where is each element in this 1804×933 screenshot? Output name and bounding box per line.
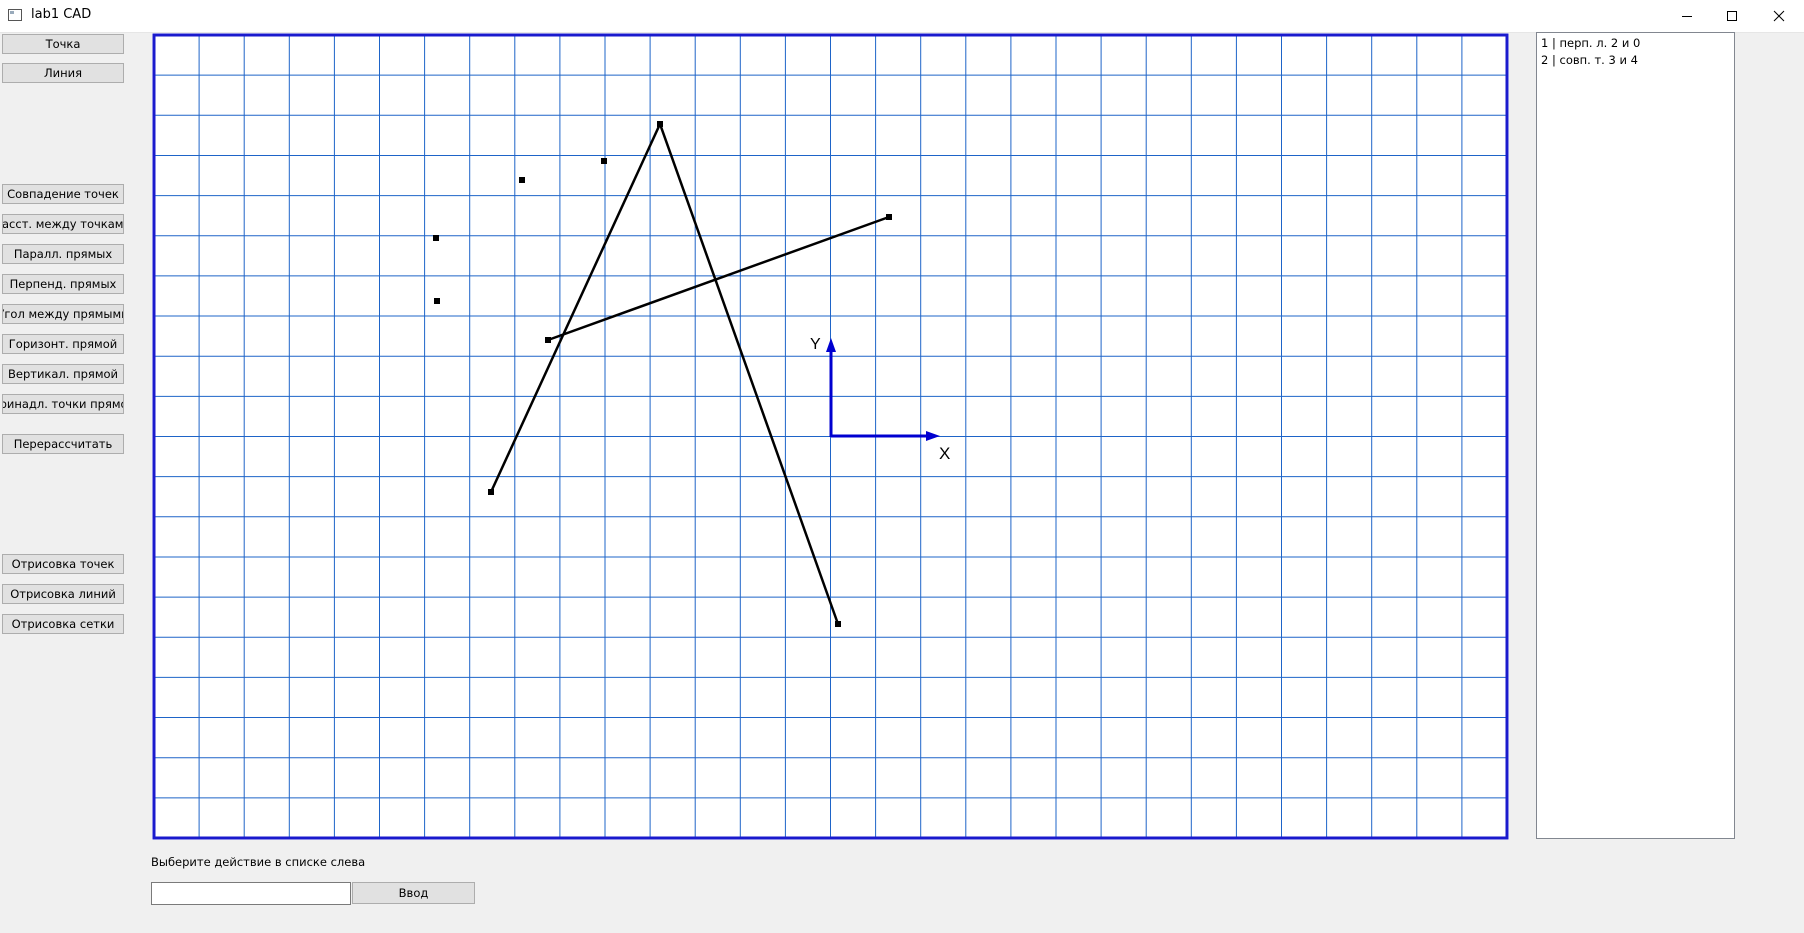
list-item[interactable]: 2 | совп. т. 3 и 4: [1541, 53, 1638, 67]
point-button[interactable]: Точка: [2, 34, 124, 54]
point: [488, 489, 494, 495]
point: [433, 235, 439, 241]
point: [545, 337, 551, 343]
command-input[interactable]: [151, 882, 351, 905]
angle-lines-button[interactable]: Угол между прямыми: [2, 304, 124, 324]
distance-points-button[interactable]: Расст. между точками: [2, 214, 124, 234]
window-title: lab1 CAD: [31, 7, 92, 22]
parallel-lines-button[interactable]: Паралл. прямых: [2, 244, 124, 264]
title-bar: lab1 CAD: [0, 0, 1804, 33]
draw-lines-button[interactable]: Отрисовка линий: [2, 584, 124, 604]
point: [601, 158, 607, 164]
vertical-line-button[interactable]: Вертикал. прямой: [2, 364, 124, 384]
maximize-button[interactable]: [1709, 0, 1755, 32]
point: [835, 621, 841, 627]
canvas-border: [152, 33, 1509, 840]
point: [434, 298, 440, 304]
point-on-line-button[interactable]: Принадл. точки прямой: [2, 394, 124, 414]
line-segment: [547, 215, 890, 342]
close-button[interactable]: [1756, 0, 1802, 32]
point: [657, 121, 663, 127]
line-segment: [658, 123, 840, 625]
enter-button[interactable]: Ввод: [352, 882, 475, 904]
point: [519, 177, 525, 183]
close-icon: [1773, 10, 1785, 22]
y-axis-arrow-icon: [826, 338, 836, 352]
coordinate-axes: X Y: [810, 336, 950, 463]
maximize-icon: [1727, 11, 1737, 21]
recalculate-button[interactable]: Перерассчитать: [2, 434, 124, 454]
list-item[interactable]: 1 | перп. л. 2 и 0: [1541, 36, 1641, 50]
grid: [154, 35, 1507, 838]
line-button[interactable]: Линия: [2, 63, 124, 83]
status-label: Выберите действие в списке слева: [151, 855, 366, 869]
geometry: [433, 121, 892, 627]
draw-grid-button[interactable]: Отрисовка сетки: [2, 614, 124, 634]
x-axis-label: X: [939, 444, 950, 463]
horizontal-line-button[interactable]: Горизонт. прямой: [2, 334, 124, 354]
results-list[interactable]: 1 | перп. л. 2 и 0 2 | совп. т. 3 и 4: [1536, 32, 1735, 839]
minimize-button[interactable]: [1664, 0, 1710, 32]
y-axis-label: Y: [810, 336, 821, 353]
line-segment: [489, 123, 662, 493]
drawing-canvas[interactable]: X Y: [152, 33, 1509, 840]
coincide-points-button[interactable]: Совпадение точек: [2, 184, 124, 204]
draw-points-button[interactable]: Отрисовка точек: [2, 554, 124, 574]
x-axis-arrow-icon: [926, 431, 940, 441]
perpendicular-lines-button[interactable]: Перпенд. прямых: [2, 274, 124, 294]
minimize-icon: [1682, 16, 1692, 17]
app-icon: [8, 9, 22, 21]
point: [886, 214, 892, 220]
